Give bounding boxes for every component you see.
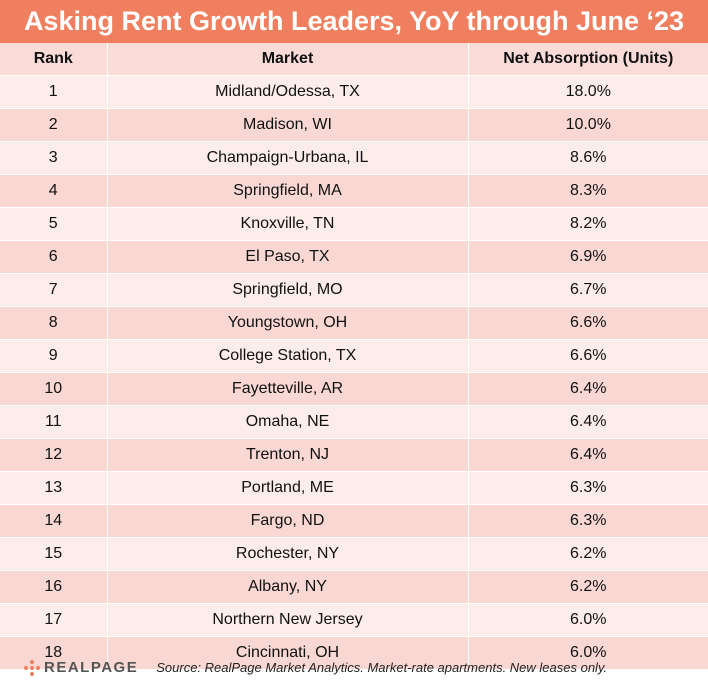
table-row: 1 Midland/Odessa, TX 18.0%: [0, 75, 708, 109]
market-cell: Portland, ME: [107, 471, 469, 505]
net-absorption-cell: 6.3%: [468, 471, 708, 505]
table-row: 2 Madison, WI 10.0%: [0, 108, 708, 142]
market-cell: Knoxville, TN: [107, 207, 469, 241]
rank-cell: 4: [0, 174, 108, 208]
rank-cell: 13: [0, 471, 108, 505]
rank-cell: 9: [0, 339, 108, 373]
page-title: Asking Rent Growth Leaders, YoY through …: [23, 6, 685, 36]
table-row: 7 Springfield, MO 6.7%: [0, 273, 708, 307]
net-absorption-cell: 6.2%: [468, 537, 708, 571]
table-row: 14 Fargo, ND 6.3%: [0, 504, 708, 538]
market-cell: Cincinnati, OH: [107, 636, 469, 670]
net-absorption-cell: 10.0%: [468, 108, 708, 142]
column-header-market: Market: [107, 43, 469, 76]
market-cell: Springfield, MO: [107, 273, 469, 307]
source-note: Source: RealPage Market Analytics. Marke…: [156, 660, 608, 675]
table-row: 6 El Paso, TX 6.9%: [0, 240, 708, 274]
market-cell: El Paso, TX: [107, 240, 469, 274]
net-absorption-cell: 6.3%: [468, 504, 708, 538]
market-cell: Youngstown, OH: [107, 306, 469, 340]
market-cell: Springfield, MA: [107, 174, 469, 208]
market-cell: Trenton, NJ: [107, 438, 469, 472]
net-absorption-cell: 6.6%: [468, 339, 708, 373]
table-header-row: Rank Market Net Absorption (Units): [0, 43, 708, 76]
net-absorption-cell: 8.3%: [468, 174, 708, 208]
table-row: 10 Fayetteville, AR 6.4%: [0, 372, 708, 406]
market-cell: Fayetteville, AR: [107, 372, 469, 406]
rent-growth-table: Rank Market Net Absorption (Units) 1 Midl…: [0, 43, 708, 670]
net-absorption-cell: 8.6%: [468, 141, 708, 175]
market-cell: Champaign-Urbana, IL: [107, 141, 469, 175]
market-cell: Omaha, NE: [107, 405, 469, 439]
net-absorption-cell: 6.2%: [468, 570, 708, 604]
net-absorption-cell: 18.0%: [468, 75, 708, 109]
market-cell: Fargo, ND: [107, 504, 469, 538]
table-row: 12 Trenton, NJ 6.4%: [0, 438, 708, 472]
table-row: 3 Champaign-Urbana, IL 8.6%: [0, 141, 708, 175]
rank-cell: 8: [0, 306, 108, 340]
market-cell: Albany, NY: [107, 570, 469, 604]
market-cell: Rochester, NY: [107, 537, 469, 571]
table-body: 1 Midland/Odessa, TX 18.0% 2 Madison, WI 10.0…: [0, 75, 708, 670]
net-absorption-cell: 6.4%: [468, 438, 708, 472]
rank-cell: 17: [0, 603, 108, 637]
table-row: 15 Rochester, NY 6.2%: [0, 537, 708, 571]
market-cell: Northern New Jersey: [107, 603, 469, 637]
rank-cell: 15: [0, 537, 108, 571]
table-row: 4 Springfield, MA 8.3%: [0, 174, 708, 208]
rank-cell: 11: [0, 405, 108, 439]
net-absorption-cell: 6.4%: [468, 405, 708, 439]
footer: REALPAGE Source: RealPage Market Analyti…: [0, 652, 708, 683]
rank-cell: 16: [0, 570, 108, 604]
table-row: 13 Portland, ME 6.3%: [0, 471, 708, 505]
net-absorption-cell: 6.0%: [468, 636, 708, 670]
market-cell: Madison, WI: [107, 108, 469, 142]
column-header-net-absorption: Net Absorption (Units): [468, 43, 708, 76]
realpage-logo: REALPAGE: [24, 659, 138, 676]
rank-cell: 14: [0, 504, 108, 538]
net-absorption-cell: 6.4%: [468, 372, 708, 406]
table-row: 16 Albany, NY 6.2%: [0, 570, 708, 604]
rank-cell: 7: [0, 273, 108, 307]
table-row: 8 Youngstown, OH 6.6%: [0, 306, 708, 340]
table-row: 11 Omaha, NE 6.4%: [0, 405, 708, 439]
rank-cell: 12: [0, 438, 108, 472]
rank-cell: 3: [0, 141, 108, 175]
rank-cell: 10: [0, 372, 108, 406]
table-row: 17 Northern New Jersey 6.0%: [0, 603, 708, 637]
net-absorption-cell: 8.2%: [468, 207, 708, 241]
table-row: 9 College Station, TX 6.6%: [0, 339, 708, 373]
net-absorption-cell: 6.6%: [468, 306, 708, 340]
rank-cell: 5: [0, 207, 108, 241]
market-cell: College Station, TX: [107, 339, 469, 373]
realpage-dots-logo-icon: [24, 659, 40, 676]
market-cell: Midland/Odessa, TX: [107, 75, 469, 109]
title-bar: Asking Rent Growth Leaders, YoY through …: [0, 0, 708, 43]
column-header-rank: Rank: [0, 43, 108, 76]
rank-cell: 18: [0, 636, 108, 670]
net-absorption-cell: 6.0%: [468, 603, 708, 637]
net-absorption-cell: 6.7%: [468, 273, 708, 307]
rank-cell: 6: [0, 240, 108, 274]
table-row: 18 Cincinnati, OH 6.0%: [0, 636, 708, 670]
logo-text: REALPAGE: [44, 659, 139, 676]
rank-cell: 1: [0, 75, 108, 109]
table-row: 5 Knoxville, TN 8.2%: [0, 207, 708, 241]
net-absorption-cell: 6.9%: [468, 240, 708, 274]
rank-cell: 2: [0, 108, 108, 142]
